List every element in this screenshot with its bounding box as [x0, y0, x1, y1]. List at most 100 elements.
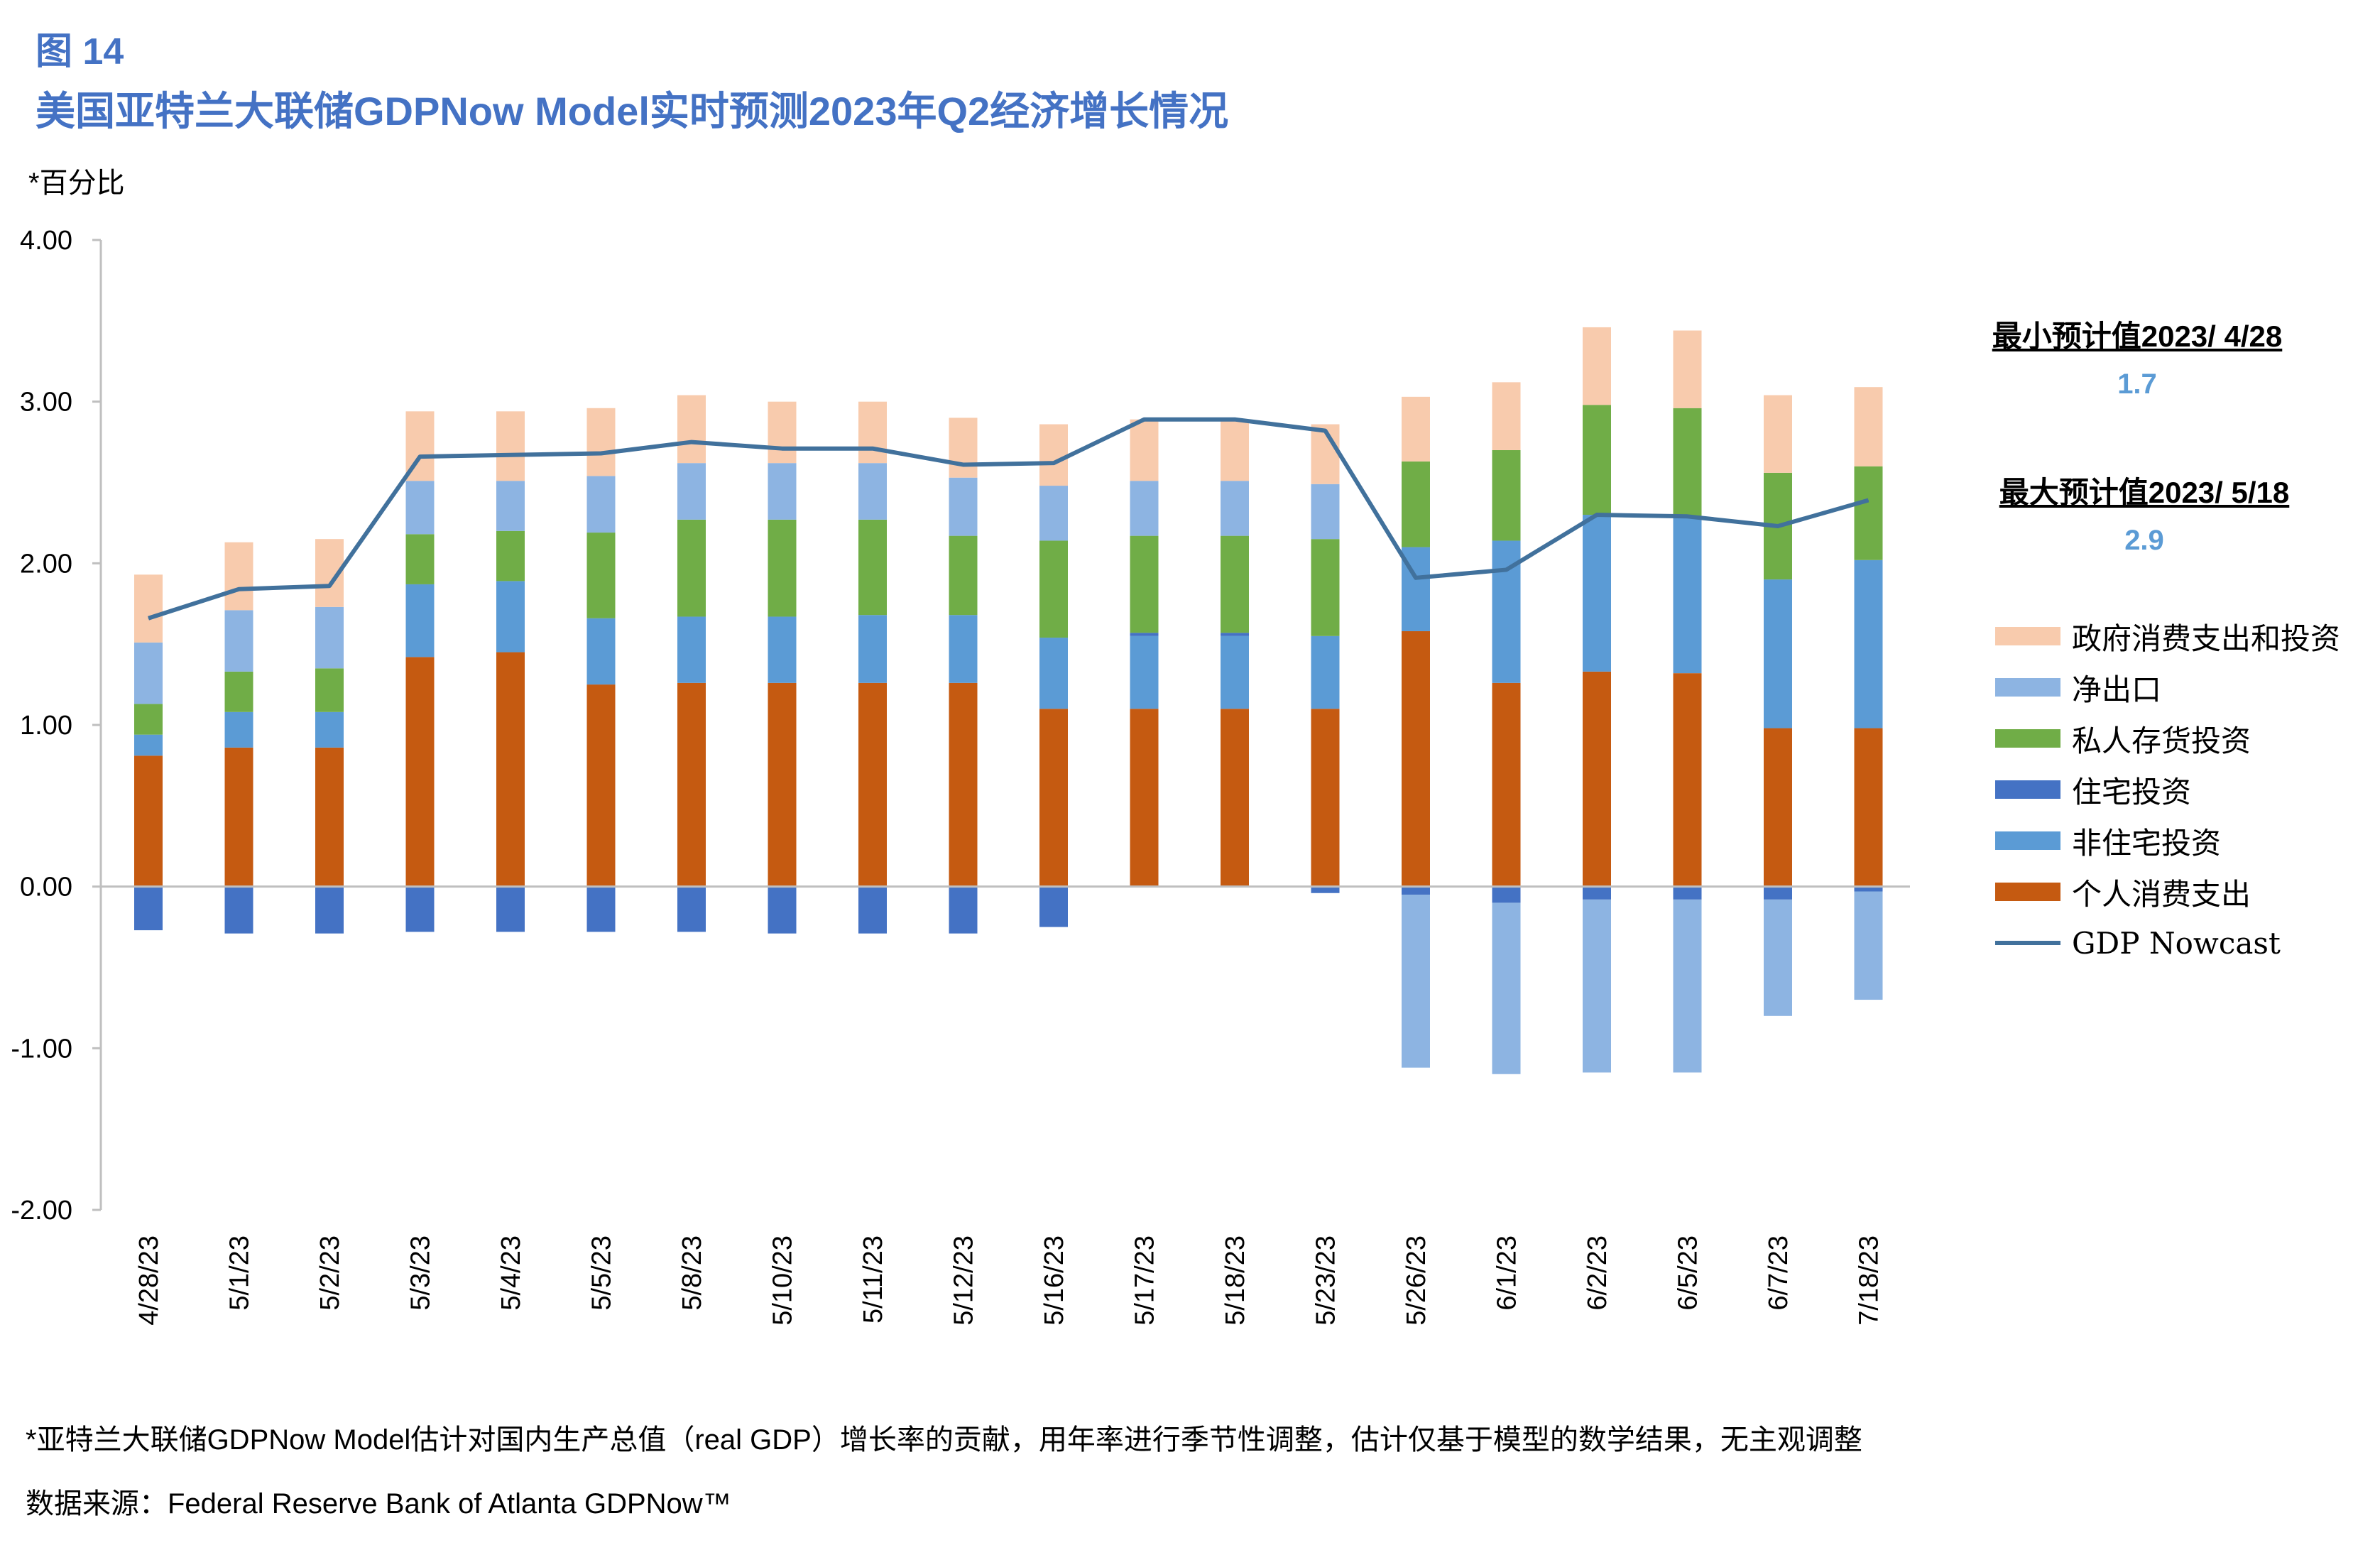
bar-segment — [1673, 899, 1702, 1073]
footnote: *亚特兰大联储GDPNow Model估计对国内生产总值（real GDP）增长… — [26, 1424, 1862, 1456]
bar-segment — [1764, 579, 1792, 728]
bar-segment — [134, 704, 163, 735]
bar-segment — [586, 684, 616, 887]
bar-segment — [1673, 330, 1702, 408]
bar-segment — [1039, 540, 1068, 638]
bar-segment — [1764, 899, 1792, 1016]
bar-segment — [1221, 709, 1249, 887]
bar-segment — [1764, 395, 1792, 473]
bar-segment — [1583, 515, 1611, 672]
bar-segment — [1130, 709, 1159, 887]
bar-segment — [1492, 886, 1521, 903]
bar-segment — [586, 533, 616, 618]
legend-line-swatch — [1995, 941, 2060, 945]
bar-segment — [1854, 886, 1883, 892]
bar-segment — [677, 682, 706, 887]
bar-segment — [1673, 673, 1702, 887]
bar-segment — [1130, 535, 1159, 633]
bar-segment — [315, 886, 344, 934]
bar-segment — [1221, 535, 1249, 633]
bar-segment — [858, 886, 887, 934]
bar-segment — [858, 463, 887, 520]
bar-segment — [949, 477, 978, 536]
bar-segment — [224, 610, 253, 672]
chart-title: 美国亚特兰大联储GDPNow Model实时预测2023年Q2经济增长情况 — [36, 89, 1229, 133]
x-tick-label: 4/28/23 — [134, 1235, 164, 1326]
legend-item: 净出口 — [1995, 662, 2340, 713]
bar-segment — [768, 616, 797, 683]
x-tick-label: 5/8/23 — [677, 1235, 707, 1311]
x-tick-label: 5/17/23 — [1130, 1235, 1160, 1326]
line-layer — [148, 417, 1869, 621]
y-tick-label: 4.00 — [20, 226, 72, 256]
bar-segment — [1311, 709, 1340, 887]
legend-item: 个人消费支出 — [1995, 866, 2340, 917]
x-tick-label: 5/2/23 — [315, 1235, 345, 1311]
bar-segment — [134, 734, 163, 756]
bar-segment — [1583, 671, 1611, 887]
y-tick-label: 1.00 — [20, 711, 72, 741]
bar-segment — [677, 463, 706, 520]
bar-segment — [1311, 539, 1340, 636]
bar-segment — [134, 642, 163, 704]
bar-segment — [949, 535, 978, 616]
bar-segment — [1311, 886, 1340, 893]
bar-segment — [496, 411, 525, 481]
max-estimate-value: 2.9 — [2124, 525, 2164, 556]
bar-segment — [1583, 899, 1611, 1073]
bar-segment — [496, 886, 525, 932]
max-estimate-label: 最大预计值2023/ 5/18 — [1999, 476, 2290, 509]
gdp-nowcast-line — [148, 417, 1869, 621]
gdp-nowcast-point — [963, 464, 964, 465]
bar-segment — [224, 747, 253, 887]
legend-label: 私人存货投资 — [2072, 724, 2251, 758]
bar-segment — [315, 606, 344, 669]
gdp-nowcast-point — [1868, 500, 1869, 501]
bar-segment — [224, 542, 253, 611]
bar-segment — [405, 534, 435, 584]
bar-segment — [1673, 886, 1702, 900]
y-tick-label: -1.00 — [11, 1034, 72, 1064]
bar-segment — [1402, 461, 1430, 547]
bar-segment — [496, 652, 525, 887]
max-estimate-box: 最大预计值2023/ 5/18 2.9 — [1945, 469, 2343, 557]
bar-segment — [1854, 728, 1883, 887]
bar-segment — [405, 584, 435, 657]
bar-segment — [224, 886, 253, 934]
bar-segment — [949, 682, 978, 887]
bar-segment — [677, 616, 706, 683]
bar-segment — [586, 408, 616, 476]
bar-segment — [768, 682, 797, 887]
x-tick-label: 5/11/23 — [858, 1235, 888, 1323]
bar-segment — [1764, 886, 1792, 900]
legend-label: 非住宅投资 — [2072, 826, 2222, 860]
x-tick-label: 5/1/23 — [225, 1235, 255, 1311]
bar-segment — [1854, 387, 1883, 466]
bar-segment — [496, 530, 525, 582]
legend-label: GDP Nowcast — [2072, 925, 2281, 961]
gdp-nowcast-point — [1506, 569, 1507, 570]
x-tick-label: 5/4/23 — [496, 1235, 526, 1311]
bar-segment — [1130, 481, 1159, 536]
x-tick-label: 6/7/23 — [1764, 1235, 1794, 1311]
bar-segment — [134, 574, 163, 643]
bar-segment — [1039, 709, 1068, 887]
bar-segment — [858, 615, 887, 683]
bar-segment — [1583, 886, 1611, 900]
bar-segment — [1492, 682, 1521, 887]
legend-item: 住宅投资 — [1995, 764, 2340, 815]
legend-label: 政府消费支出和投资 — [2072, 621, 2341, 655]
bar-segment — [1854, 560, 1883, 728]
bar-segment — [224, 711, 253, 748]
bar-segment — [1764, 728, 1792, 887]
bar-segment — [858, 401, 887, 464]
bar-segment — [1583, 405, 1611, 515]
bar-segment — [1130, 633, 1159, 636]
legend-swatch — [1995, 831, 2060, 850]
bar-segment — [134, 755, 163, 887]
bar-segment — [1039, 486, 1068, 541]
bar-segment — [1311, 635, 1340, 709]
bar-segment — [1039, 424, 1068, 486]
legend-swatch — [1995, 780, 2060, 799]
